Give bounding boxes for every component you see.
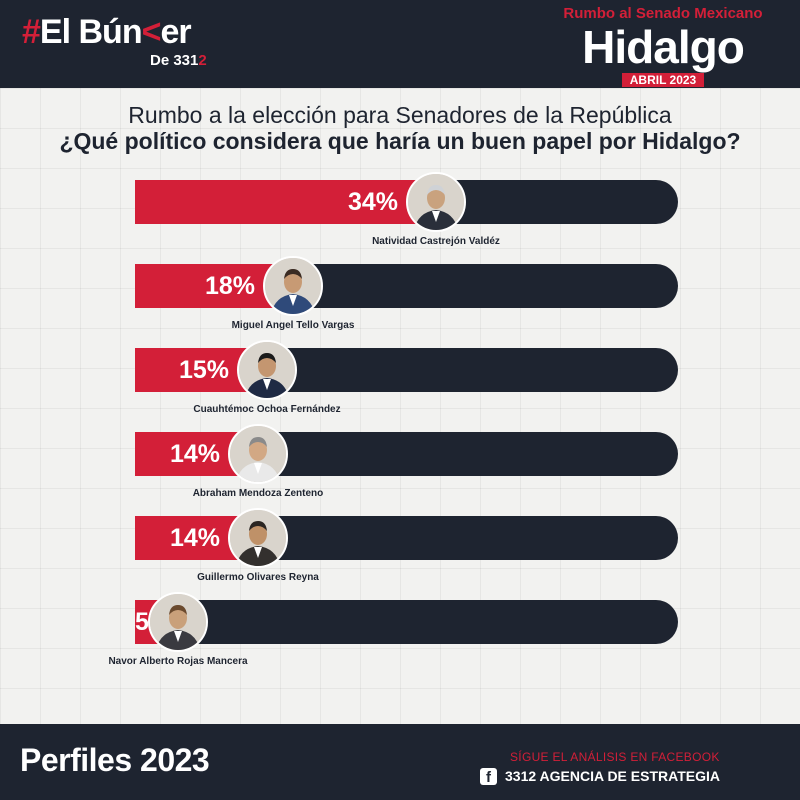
bar-row: 14% Abraham Mendoza Zenteno	[135, 424, 680, 499]
candidate-photo	[406, 172, 466, 232]
header-banner: #El Bún<er De 3312 Rumbo al Senado Mexic…	[0, 0, 800, 88]
series-date: ABRIL 2023	[621, 73, 705, 87]
candidate-name: Navor Alberto Rojas Mancera	[108, 656, 248, 667]
candidate-photo	[148, 592, 208, 652]
facebook-link[interactable]: f 3312 AGENCIA DE ESTRATEGIA	[480, 766, 720, 786]
value-label: 14%	[169, 524, 220, 552]
brand-logo: #El Bún<er	[22, 12, 192, 52]
candidate-name: Cuauhtémoc Ochoa Fernández	[193, 404, 341, 415]
candidate-photo	[263, 256, 323, 316]
candidate-name: Guillermo Olivares Reyna	[197, 572, 319, 583]
footer-banner: Perfiles 2023 SÍGUE EL ANÁLISIS EN FACEB…	[0, 724, 800, 800]
logo-subtitle: De 3312	[150, 52, 207, 69]
bar-row: 34% Natividad Castrejón Valdéz	[135, 172, 680, 247]
candidate-name: Natividad Castrejón Valdéz	[372, 236, 500, 247]
value-label: 5%	[135, 600, 171, 644]
series-title: Hidalgo	[582, 21, 745, 73]
facebook-icon: f	[480, 767, 497, 786]
bar-row: 15% Cuauhtémoc Ochoa Fernández	[135, 340, 680, 415]
value-label: 14%	[169, 440, 220, 468]
chart-subtitle: Rumbo a la elección para Senadores de la…	[128, 102, 672, 128]
bar-row: 14% Guillermo Olivares Reyna	[135, 508, 680, 583]
candidate-photo	[228, 424, 288, 484]
footer-title: Perfiles 2023	[20, 742, 210, 778]
logo-hash: #	[22, 13, 41, 51]
logo-text-end: er	[160, 13, 191, 51]
bar-row: 5% Navor Alberto Rojas Mancera	[108, 592, 680, 667]
value-label: 18%	[204, 272, 255, 300]
candidate-photo	[237, 340, 297, 400]
footer-cta: SÍGUE EL ANÁLISIS EN FACEBOOK	[510, 750, 720, 764]
logo-text-start: El Bún	[39, 13, 143, 51]
logo-sub-text: De 331	[150, 52, 199, 69]
logo-mark: <	[141, 13, 162, 51]
bar-track	[135, 600, 678, 644]
series-badge: Rumbo al Senado Mexicano Hidalgo ABRIL 2…	[548, 5, 778, 89]
candidate-name: Abraham Mendoza Zenteno	[192, 488, 324, 499]
candidate-name: Miguel Angel Tello Vargas	[231, 320, 355, 331]
bar-fill	[135, 180, 438, 224]
chart-title: ¿Qué político considera que haría un bue…	[59, 128, 741, 154]
bar-row: 18% Miguel Angel Tello Vargas	[135, 256, 680, 331]
logo-sub-digit: 2	[198, 52, 207, 69]
candidate-photo	[228, 508, 288, 568]
facebook-page-name: 3312 AGENCIA DE ESTRATEGIA	[505, 768, 720, 784]
value-label: 34%	[347, 188, 398, 216]
value-label: 15%	[178, 356, 229, 384]
series-kicker: Rumbo al Senado Mexicano	[563, 5, 763, 22]
